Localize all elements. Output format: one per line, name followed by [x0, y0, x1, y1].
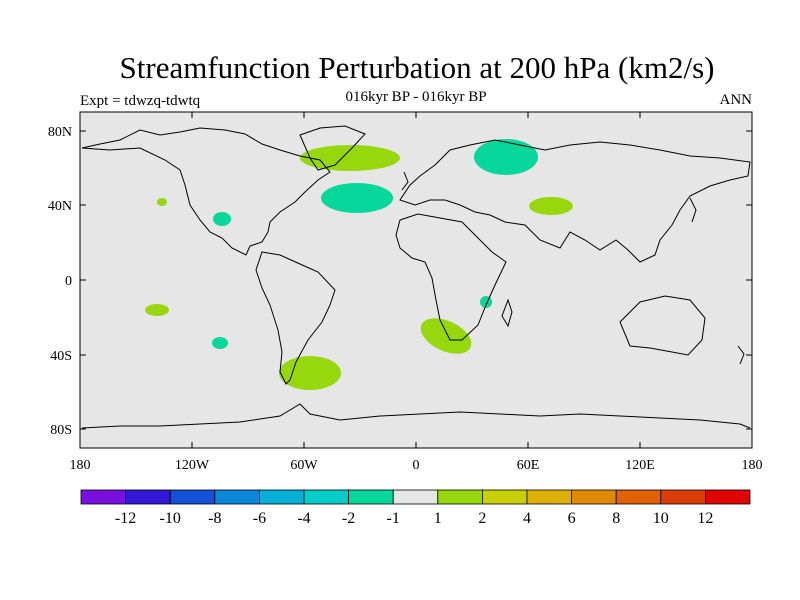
colorbar-box: [705, 489, 751, 505]
coastline-uk: [401, 171, 409, 191]
colorbar-box: [125, 489, 171, 505]
anomaly-north-atlantic-high: [300, 145, 400, 171]
coastline-eurasia: [399, 139, 751, 263]
anomaly-barents: [474, 139, 538, 175]
lat-label: 80S: [50, 423, 72, 438]
lon-label: 180: [742, 458, 763, 473]
lon-label: 60W: [290, 458, 318, 473]
coastline-japan: [689, 197, 697, 223]
map-title: Streamfunction Perturbation at 200 hPa (…: [119, 50, 715, 85]
colorbar-label: 6: [568, 510, 576, 527]
coastline-australia: [619, 295, 706, 356]
lat-label: 40N: [48, 199, 72, 214]
lon-label: 120W: [175, 458, 210, 473]
map-panel: [79, 111, 753, 449]
colorbar-box: [526, 489, 572, 505]
colorbar-label: -4: [297, 510, 310, 527]
colorbar-box: [348, 489, 394, 505]
latitude-labels: 80N 40N 0 40S 80S: [48, 125, 72, 438]
anomaly-south-pacific: [145, 304, 169, 316]
colorbar-label: -2: [342, 510, 355, 527]
colorbar-label: -8: [208, 510, 221, 527]
colorbar-label: 10: [653, 510, 669, 527]
colorbar-box: [571, 489, 617, 505]
coastline-antarctica: [81, 403, 751, 429]
anomaly-north-pacific-small: [157, 198, 167, 206]
anomaly-north-atlantic: [321, 183, 393, 213]
lat-label: 80N: [48, 125, 72, 140]
coastlines: [81, 125, 751, 429]
colorbar-box: [169, 489, 216, 505]
colorbar-box: [660, 489, 706, 505]
axis-ticks: [79, 112, 753, 448]
colorbar-box: [615, 489, 662, 505]
colorbar-box: [214, 489, 260, 505]
coastline-south-america: [255, 251, 336, 385]
colorbar-box: [481, 489, 528, 505]
colorbar: [80, 489, 751, 505]
lat-label: 40S: [50, 349, 72, 364]
colorbar-label: 8: [612, 510, 620, 527]
colorbar-box: [303, 489, 349, 505]
anomaly-south-pacific-2: [212, 337, 228, 349]
colorbar-label: 4: [523, 510, 531, 527]
anomaly-east-pacific: [213, 212, 231, 226]
colorbar-label: 1: [434, 510, 442, 527]
lat-label: 0: [65, 274, 72, 289]
colorbar-label: -10: [160, 510, 181, 527]
lon-label: 60E: [517, 458, 540, 473]
anomaly-southern-africa: [420, 318, 472, 354]
colorbar-label: -6: [253, 510, 266, 527]
anomaly-shading: [145, 139, 573, 390]
colorbar-label: 2: [478, 510, 486, 527]
colorbar-label: -1: [387, 510, 400, 527]
colorbar-box: [437, 489, 483, 505]
colorbar-box: [80, 489, 126, 505]
anomaly-central-asia: [529, 197, 573, 215]
coastline-north-america: [81, 127, 331, 256]
lon-label: 180: [70, 458, 91, 473]
coastline-africa: [395, 213, 507, 341]
colorbar-box: [258, 489, 305, 505]
coastline-greenland: [299, 125, 366, 171]
anomaly-south-america: [279, 356, 341, 390]
season-label: ANN: [719, 92, 753, 108]
coastline-madagascar: [501, 298, 513, 328]
lon-label: 0: [413, 458, 420, 473]
longitude-labels: 180 120W 60W 0 60E 120E 180: [70, 458, 763, 473]
colorbar-label: 12: [697, 510, 713, 527]
lon-label: 120E: [625, 458, 655, 473]
colorbar-box: [392, 489, 439, 505]
colorbar-label: -12: [115, 510, 136, 527]
colorbar-labels: -12 -10 -8 -6 -4 -2 -1 1 2 4 6 8 10 12: [115, 510, 713, 527]
experiment-label: Expt = tdwzq-tdwtq: [80, 93, 201, 109]
map-subtitle: 016kyr BP - 016kyr BP: [345, 89, 487, 105]
coastline-new-zealand: [737, 345, 745, 365]
